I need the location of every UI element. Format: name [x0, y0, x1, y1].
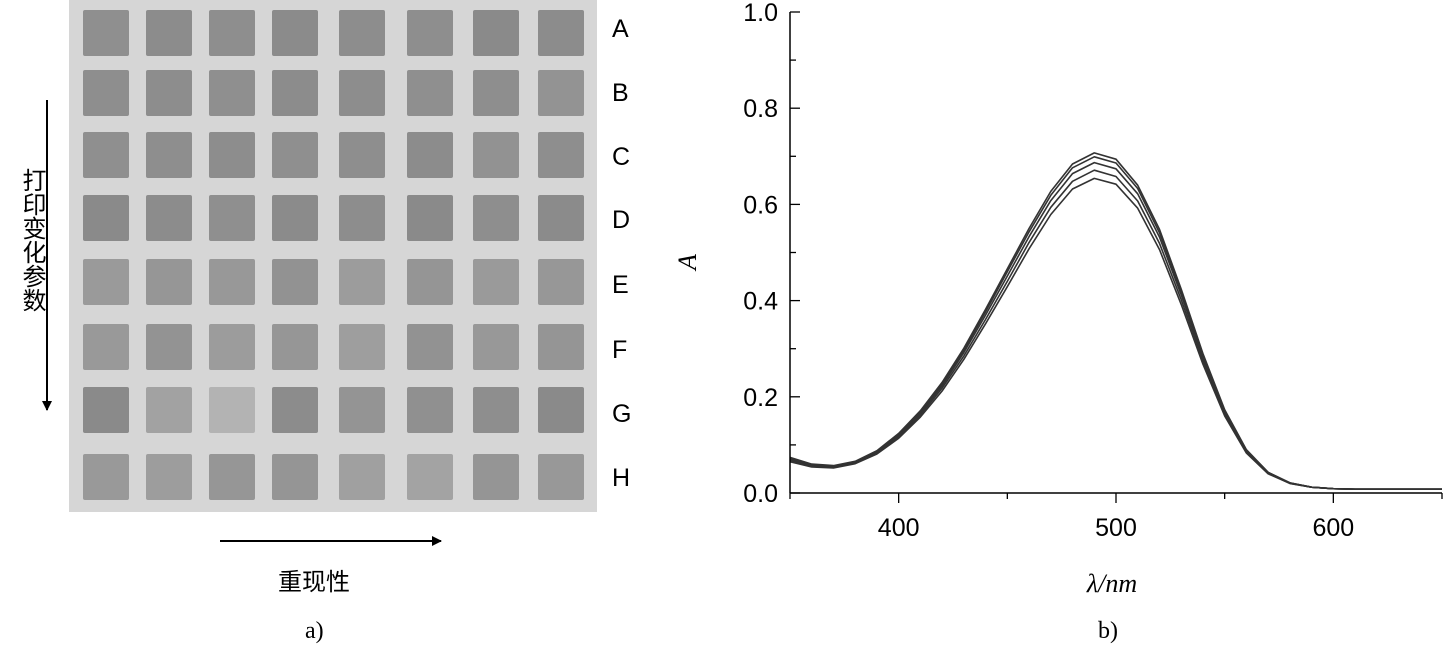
well-d1 — [83, 195, 129, 241]
well-f5 — [339, 324, 385, 370]
well-g4 — [272, 387, 318, 433]
well-g5 — [339, 387, 385, 433]
well-b5 — [339, 70, 385, 116]
well-c5 — [339, 132, 385, 178]
well-a3 — [209, 10, 255, 56]
chart-axes: 0.0 0.2 0.4 0.6 0.8 1.0 400 500 600 — [743, 0, 1443, 542]
y-tick-label: 1.0 — [743, 0, 778, 27]
well-g3 — [209, 387, 255, 433]
well-b4 — [272, 70, 318, 116]
well-e2 — [146, 259, 192, 305]
well-b3 — [209, 70, 255, 116]
well-a5 — [339, 10, 385, 56]
well-a8 — [538, 10, 584, 56]
well-d7 — [473, 195, 519, 241]
well-d3 — [209, 195, 255, 241]
row-label-g: G — [612, 400, 632, 428]
well-d5 — [339, 195, 385, 241]
y-axis-title: A — [673, 254, 702, 272]
caption-a: a) — [305, 618, 324, 644]
well-c7 — [473, 132, 519, 178]
well-plate-panel: A B C D E F G H 打印变化参数 重现性 a) — [0, 0, 700, 648]
well-b2 — [146, 70, 192, 116]
row-label-c: C — [612, 143, 631, 171]
well-a7 — [473, 10, 519, 56]
row-label-f: F — [612, 336, 628, 364]
well-f7 — [473, 324, 519, 370]
well-f6 — [407, 324, 453, 370]
well-f8 — [538, 324, 584, 370]
spectrum-line-3 — [789, 161, 1442, 490]
arrows-overlay — [42, 100, 442, 546]
x-tick-label: 500 — [1095, 514, 1137, 542]
well-e3 — [209, 259, 255, 305]
well-h4 — [272, 454, 318, 500]
y-tick-label: 0.8 — [743, 95, 778, 123]
well-g7 — [473, 387, 519, 433]
spectrum-line-5 — [789, 152, 1442, 490]
well-a4 — [272, 10, 318, 56]
y-tick-label: 0.4 — [743, 288, 778, 316]
x-tick-label: 400 — [878, 514, 920, 542]
well-a1 — [83, 10, 129, 56]
well-d4 — [272, 195, 318, 241]
well-c6 — [407, 132, 453, 178]
spectrum-line-4 — [789, 156, 1442, 490]
well-h5 — [339, 454, 385, 500]
well-f2 — [146, 324, 192, 370]
well-e6 — [407, 259, 453, 305]
well-d2 — [146, 195, 192, 241]
well-b6 — [407, 70, 453, 116]
well-plate-photo — [69, 0, 597, 512]
row-label-d: D — [612, 206, 631, 234]
y-tick-label: 0.0 — [743, 480, 778, 508]
well-e5 — [339, 259, 385, 305]
well-c8 — [538, 132, 584, 178]
well-e8 — [538, 259, 584, 305]
x-tick-label: 600 — [1312, 514, 1354, 542]
well-b8 — [538, 70, 584, 116]
well-g8 — [538, 387, 584, 433]
well-b1 — [83, 70, 129, 116]
row-label-h: H — [612, 464, 631, 492]
well-c4 — [272, 132, 318, 178]
y-tick-label: 0.6 — [743, 191, 778, 219]
reproducibility-label: 重现性 — [278, 568, 350, 596]
well-d6 — [407, 195, 453, 241]
well-h1 — [83, 454, 129, 500]
well-d8 — [538, 195, 584, 241]
spectrum-lines — [789, 152, 1442, 490]
well-h6 — [407, 454, 453, 500]
well-c3 — [209, 132, 255, 178]
y-tick-label: 0.2 — [743, 384, 778, 412]
print-parameter-label: 打印变化参数 — [18, 168, 46, 312]
well-e4 — [272, 259, 318, 305]
well-f4 — [272, 324, 318, 370]
well-g2 — [146, 387, 192, 433]
well-g1 — [83, 387, 129, 433]
well-a2 — [146, 10, 192, 56]
row-label-b: B — [612, 79, 629, 107]
well-g6 — [407, 387, 453, 433]
row-label-e: E — [612, 271, 629, 299]
well-h7 — [473, 454, 519, 500]
well-f1 — [83, 324, 129, 370]
well-a6 — [407, 10, 453, 56]
row-label-a: A — [612, 15, 629, 43]
well-h2 — [146, 454, 192, 500]
well-e7 — [473, 259, 519, 305]
well-e1 — [83, 259, 129, 305]
caption-b: b) — [1098, 618, 1118, 644]
well-b7 — [473, 70, 519, 116]
well-c1 — [83, 132, 129, 178]
well-h8 — [538, 454, 584, 500]
absorbance-spectrum-chart: 0.0 0.2 0.4 0.6 0.8 1.0 400 500 600 λ/nm A — [673, 0, 1443, 598]
well-h3 — [209, 454, 255, 500]
well-f3 — [209, 324, 255, 370]
well-c2 — [146, 132, 192, 178]
x-axis-title: λ/nm — [1086, 569, 1137, 598]
